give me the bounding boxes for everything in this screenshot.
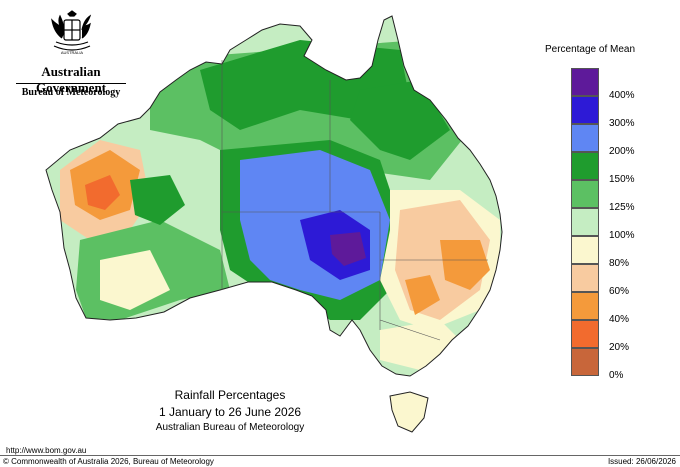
- copyright-text: © Commonwealth of Australia 2026, Bureau…: [3, 457, 214, 466]
- legend-swatch-400: [571, 68, 599, 96]
- logo-divider: [16, 83, 126, 84]
- legend-label-150: 150%: [609, 174, 635, 185]
- legend-swatch-60: [571, 264, 599, 292]
- map-source: Australian Bureau of Meteorology: [155, 422, 305, 433]
- legend-label-200: 200%: [609, 146, 635, 157]
- rainfall-regions: [60, 40, 500, 370]
- legend-label-125: 125%: [609, 202, 635, 213]
- legend-label-300: 300%: [609, 118, 635, 129]
- legend-swatch-300: [571, 96, 599, 124]
- rainfall-percentage-map: [45, 15, 503, 433]
- state-borders: [221, 60, 488, 341]
- legend-swatch-20: [571, 320, 599, 348]
- map-title: Rainfall Percentages: [174, 388, 286, 402]
- legend-swatch-200: [571, 124, 599, 152]
- footer-divider: [0, 455, 680, 456]
- bureau-name: Bureau of Meteorology: [21, 87, 121, 98]
- legend-swatch-150: [571, 152, 599, 180]
- legend-swatch-100: [571, 208, 599, 236]
- legend-label-0: 0%: [609, 370, 624, 381]
- legend-swatch-80: [571, 236, 599, 264]
- map-period: 1 January to 26 June 2026: [158, 405, 302, 419]
- coat-of-arms-icon: AUSTRALIA: [51, 10, 92, 55]
- bom-url[interactable]: http://www.bom.gov.au: [6, 446, 87, 455]
- legend-label-100: 100%: [609, 230, 635, 241]
- legend-label-20: 20%: [609, 342, 630, 353]
- legend-label-40: 40%: [609, 314, 630, 325]
- legend-swatch-40: [571, 292, 599, 320]
- bom-logo: AUSTRALIA Australian Government Bureau o…: [8, 10, 134, 98]
- legend-label-60: 60%: [609, 286, 630, 297]
- tasmania: [389, 391, 429, 433]
- legend-label-80: 80%: [609, 258, 630, 269]
- legend-title: Percentage of Mean: [544, 44, 636, 55]
- svg-text:AUSTRALIA: AUSTRALIA: [61, 50, 84, 55]
- legend-label-400: 400%: [609, 90, 635, 101]
- legend-swatch-125: [571, 180, 599, 208]
- legend-swatch-0: [571, 348, 599, 376]
- issued-date: Issued: 26/06/2026: [607, 457, 676, 466]
